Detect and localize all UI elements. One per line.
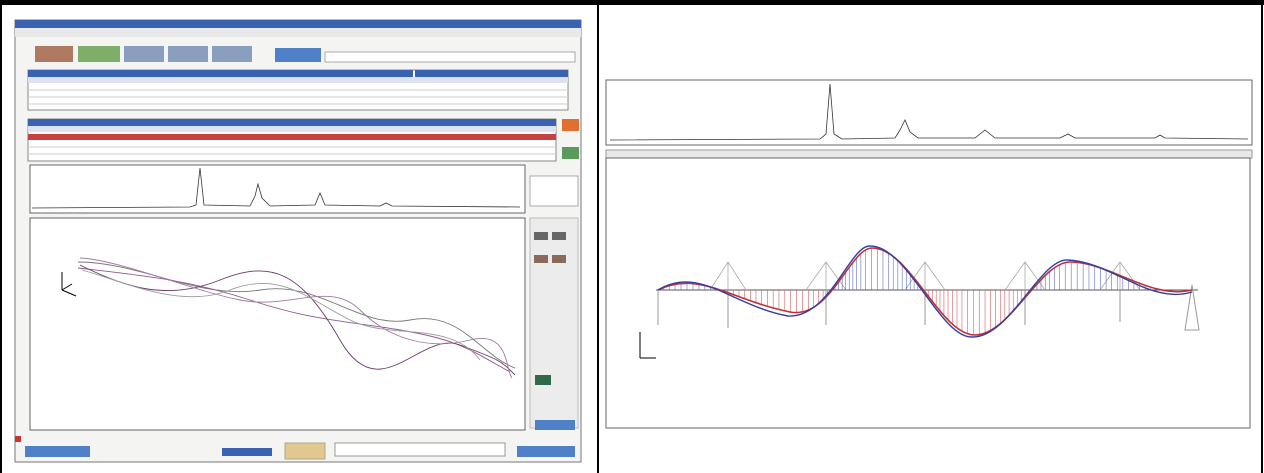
side-button[interactable] <box>562 119 579 131</box>
bottom-toolbar[interactable] <box>335 443 505 456</box>
table-header <box>415 70 568 77</box>
table-header <box>28 70 413 77</box>
top-border <box>0 0 1264 5</box>
control[interactable] <box>534 232 548 240</box>
control[interactable] <box>552 255 566 263</box>
toolbar-button[interactable] <box>78 46 120 62</box>
action-button[interactable] <box>275 48 321 62</box>
detail-view <box>606 80 1252 428</box>
bottom-button[interactable] <box>517 446 575 457</box>
toolbar-button[interactable] <box>35 46 73 62</box>
menu-bar <box>15 28 581 37</box>
control[interactable] <box>534 255 548 263</box>
model-view <box>606 158 1250 428</box>
page: (() => { const svg = document.getElement… <box>0 0 1264 473</box>
legend-box <box>530 176 578 206</box>
control[interactable] <box>552 232 566 240</box>
table-header <box>28 119 556 126</box>
bottom-field[interactable] <box>222 448 272 456</box>
column-header <box>28 77 568 83</box>
model-view <box>30 218 525 430</box>
control-panel <box>530 218 578 428</box>
control[interactable] <box>535 375 551 385</box>
toolbar-button[interactable] <box>124 46 164 62</box>
toolbar-button[interactable] <box>212 46 252 62</box>
control[interactable] <box>535 420 575 430</box>
bottom-button[interactable] <box>25 446 90 457</box>
status-marker <box>15 436 21 442</box>
bottom-button[interactable] <box>285 443 325 459</box>
screenshot <box>0 0 1264 473</box>
scale-bar <box>606 150 1252 158</box>
column-header <box>28 126 556 132</box>
option-row[interactable] <box>325 52 575 62</box>
side-button[interactable] <box>562 147 579 159</box>
selected-row[interactable] <box>28 134 556 140</box>
app-window <box>15 20 581 462</box>
spectrum-panel <box>606 80 1252 145</box>
title-bar <box>15 20 581 28</box>
toolbar-button[interactable] <box>168 46 208 62</box>
